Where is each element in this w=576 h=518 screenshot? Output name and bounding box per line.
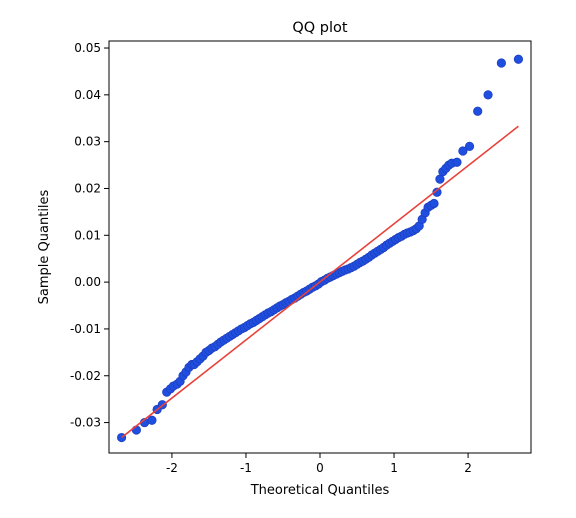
- data-point: [147, 415, 157, 425]
- x-tick-label: 0: [316, 461, 324, 475]
- data-point: [458, 146, 468, 156]
- data-point: [464, 141, 475, 151]
- reference-line-group: [121, 125, 519, 439]
- x-tick-label: -1: [240, 461, 252, 475]
- data-point: [452, 157, 462, 167]
- data-point: [473, 106, 483, 116]
- y-tick-label: -0.02: [70, 369, 101, 383]
- y-tick-label: -0.01: [70, 322, 101, 336]
- chart-title: QQ plot: [292, 20, 348, 36]
- data-points: [116, 54, 524, 443]
- y-tick-label: 0.04: [74, 88, 101, 102]
- ticks: -2 -1 0 1 2 -0.03 -0.02 -0.01 0.00 0.01 0.02 0.03 0.…: [70, 41, 472, 475]
- data-point: [496, 58, 506, 68]
- x-tick-label: -2: [166, 461, 178, 475]
- data-point: [131, 425, 141, 435]
- x-tick-label: 1: [390, 461, 398, 475]
- reference-line: [121, 125, 519, 439]
- data-point: [483, 90, 493, 100]
- data-point: [513, 54, 524, 64]
- y-tick-label: 0.03: [74, 135, 101, 149]
- x-axis-title: Theoretical Quantiles: [250, 483, 390, 498]
- y-tick-label: 0.00: [74, 275, 101, 289]
- y-tick-label: -0.03: [70, 416, 101, 430]
- data-point: [429, 198, 439, 209]
- y-tick-label: 0.05: [74, 41, 101, 55]
- y-tick-label: 0.01: [74, 228, 101, 242]
- y-tick-label: 0.02: [74, 181, 101, 195]
- y-axis-title: Sample Quantiles: [37, 189, 52, 304]
- data-point: [432, 187, 442, 197]
- x-tick-label: 2: [464, 461, 472, 475]
